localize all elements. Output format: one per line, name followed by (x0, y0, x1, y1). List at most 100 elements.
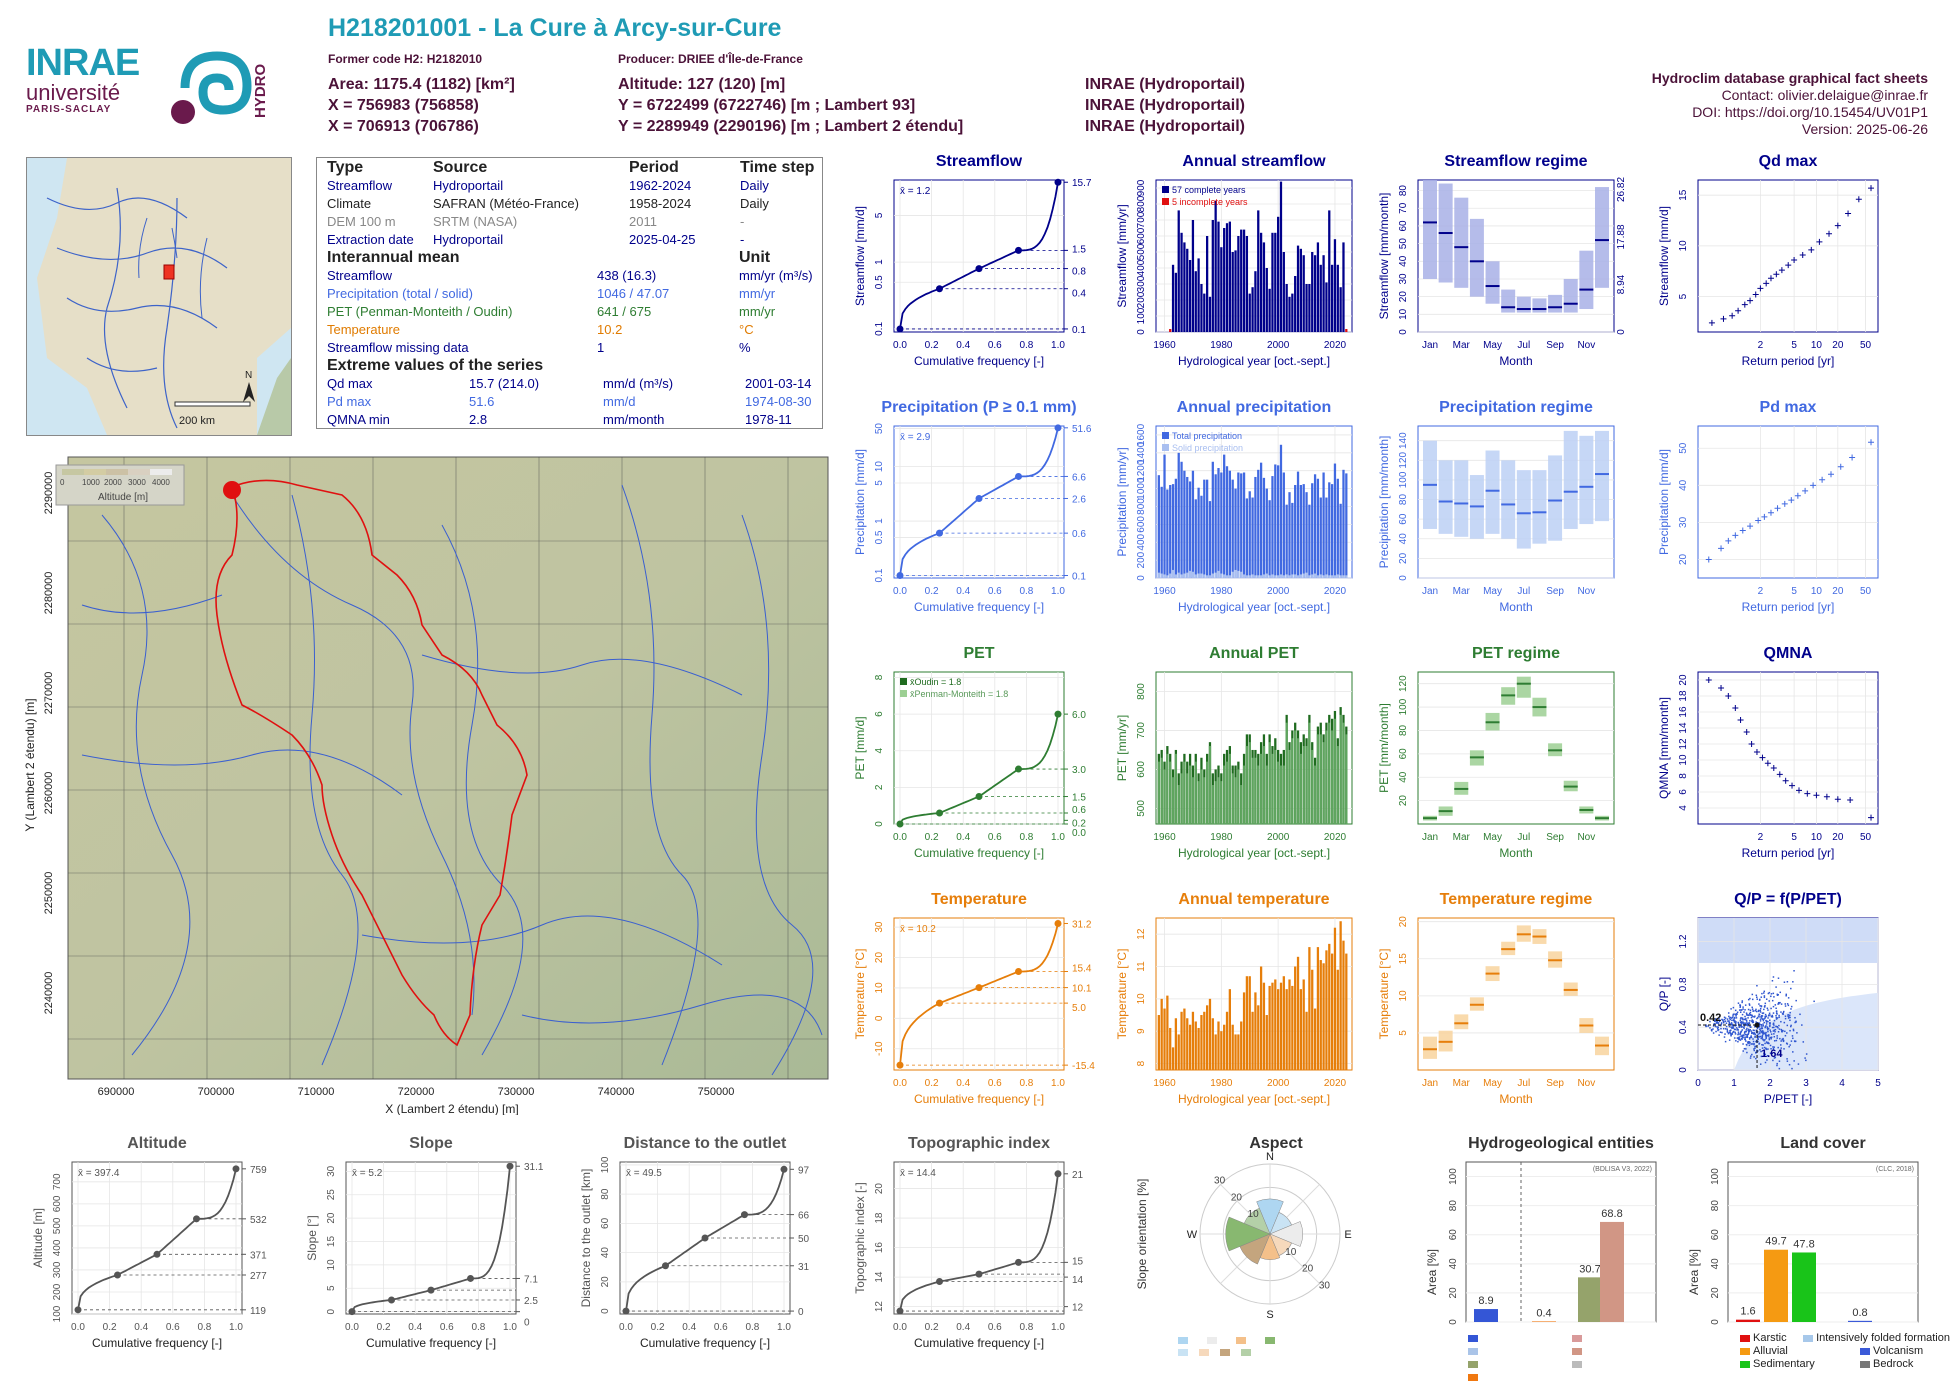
qp-point (1759, 998, 1761, 1001)
plot-frame (1155, 179, 1353, 333)
x-tick-label: 50 (1860, 832, 1872, 843)
x-tick-label: 1.0 (1051, 340, 1065, 351)
chart-title: Temperature regime (1440, 891, 1593, 908)
qp-point (1776, 1017, 1779, 1019)
y-tick-label: 80 (600, 1188, 611, 1200)
qp-point (1728, 1023, 1731, 1025)
x-axis-label: Cumulative frequency [-] (914, 1336, 1044, 1350)
qp-point (1765, 1037, 1767, 1040)
x-tick-label: 1.0 (1051, 586, 1065, 597)
qp-point (1777, 977, 1780, 979)
qp-point (1771, 1052, 1774, 1055)
qp-point (1751, 1032, 1753, 1035)
x-tick-label: 1.0 (777, 1322, 791, 1333)
qp-point (1752, 1029, 1755, 1031)
quantile-point (741, 1211, 748, 1219)
x-tick-label: Jan (1422, 1078, 1438, 1089)
altitude-legend: 0 1000 2000 3000 4000 Altitude [m] (55, 464, 185, 506)
return-point (1732, 705, 1739, 711)
y-tick-label: 120 (1398, 452, 1409, 469)
y-tick-label: 20 (874, 952, 885, 964)
y-tick-label: 20 (1448, 1287, 1459, 1299)
qp-point (1788, 1045, 1790, 1048)
return-point (1718, 545, 1725, 552)
qp-point (1729, 1029, 1731, 1032)
legend-label: Solid precipitation (1172, 443, 1243, 453)
return-point (1804, 790, 1811, 797)
y-tick-label: 40 (1398, 255, 1409, 267)
return-point (1770, 765, 1777, 771)
return-point (1705, 677, 1712, 683)
qp-point (1715, 1021, 1718, 1023)
bar (1163, 454, 1166, 578)
regime-box (1516, 676, 1531, 698)
row-type: Streamflow (327, 178, 393, 193)
bar-penman (1265, 765, 1268, 824)
bar (1251, 287, 1254, 332)
y-tick-label: 10 (1398, 990, 1409, 1002)
bar-solid (1313, 573, 1317, 578)
aspect-legend-ne (1178, 1346, 1191, 1358)
x-tick-label: 0.6 (988, 1078, 1002, 1089)
qp-point (1755, 1057, 1757, 1060)
return-point (1845, 210, 1852, 217)
bar (1262, 982, 1266, 1070)
bar (1277, 989, 1280, 1070)
quantile-point (975, 984, 983, 992)
plot-frame (893, 1161, 1065, 1315)
bar (1211, 461, 1214, 578)
qp-point (1731, 1023, 1734, 1026)
bar (1194, 271, 1197, 332)
rose-ring-label: 30 (1319, 1280, 1331, 1291)
y-tick-label: 30 (326, 1165, 337, 1177)
y-tick-label: 5 (1398, 1030, 1409, 1036)
qp-point (1740, 1024, 1743, 1027)
qp-point (1744, 1023, 1747, 1026)
regime-box (1423, 180, 1437, 279)
qp-point (1755, 1040, 1757, 1043)
qp-point (1786, 981, 1789, 983)
quantile-point (1015, 472, 1022, 480)
quantile-point (975, 793, 983, 801)
qp-point (1760, 1016, 1763, 1018)
qp-point (1779, 1001, 1781, 1004)
qp-point (1754, 1033, 1756, 1036)
qp-point (1772, 1046, 1774, 1048)
unit-head: Unit (739, 249, 771, 266)
qp-point (1741, 1000, 1744, 1002)
x-tick-label: 2 (1767, 1078, 1773, 1089)
return-point (1778, 267, 1785, 274)
x-tick-label: 0.0 (893, 832, 907, 843)
qp-point (1756, 1036, 1759, 1038)
qp-point (1768, 1034, 1770, 1036)
y-tick-label: 20 (1398, 916, 1409, 928)
right-tick-label: 759 (250, 1165, 267, 1176)
y-tick-label: 500 (52, 1217, 63, 1234)
bar (1240, 473, 1243, 578)
doi-link[interactable]: DOI: https://doi.org/10.15454/UV01P1 (1692, 104, 1928, 120)
qp-point (1754, 1009, 1757, 1012)
bar-penman (1240, 785, 1243, 824)
db-title: Hydroclim database graphical fact sheets (1651, 70, 1928, 86)
qp-point (1760, 1037, 1762, 1040)
qp-point (1730, 1022, 1733, 1024)
bar (1325, 497, 1328, 578)
qp-point (1789, 1014, 1791, 1016)
qp-point (1771, 1026, 1774, 1029)
qp-point (1772, 1012, 1775, 1014)
x-tick-label: Jul (1517, 832, 1530, 843)
x-axis-label: Cumulative frequency [-] (914, 600, 1044, 614)
x-tick-label: 0.0 (345, 1322, 359, 1333)
bar (1220, 472, 1223, 578)
logo-hydro-text: HYDRO (252, 63, 269, 118)
qp-point (1748, 1038, 1751, 1040)
bar (1336, 264, 1339, 332)
y-tick-label: 700 (52, 1173, 63, 1190)
contact[interactable]: Contact: olivier.delaigue@inrae.fr (1721, 87, 1928, 103)
bar (1288, 296, 1291, 332)
bar (1345, 953, 1348, 1070)
y-tick-label: 40 (1398, 533, 1409, 545)
